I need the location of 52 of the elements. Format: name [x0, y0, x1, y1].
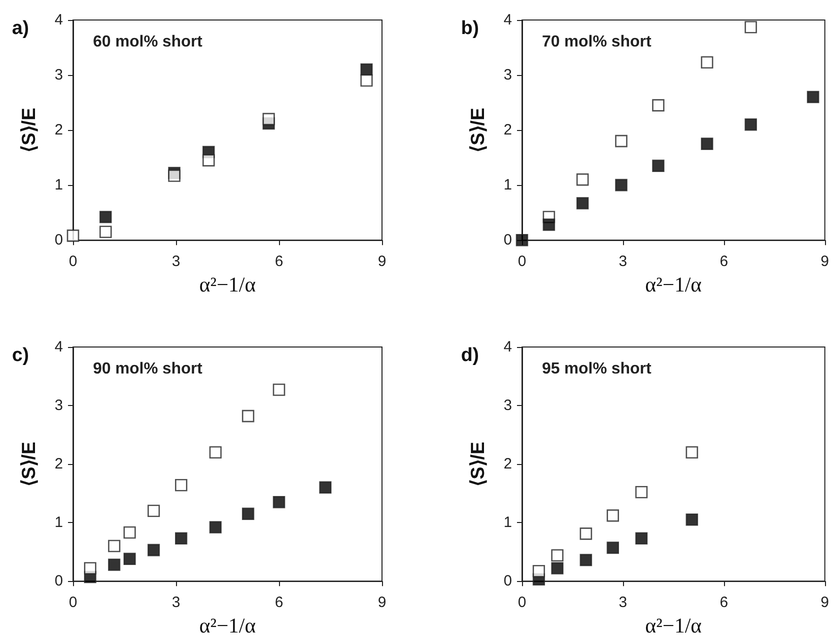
- y-tick-label: 4: [504, 12, 512, 28]
- x-tick-label: 3: [618, 253, 628, 270]
- y-tick-label: 2: [504, 122, 512, 139]
- y-axis-title: ⟨S⟩/E: [19, 442, 40, 486]
- y-tick-label: 4: [54, 12, 63, 28]
- y-tick-label: 0: [54, 232, 63, 249]
- x-tick-label: 9: [820, 594, 829, 612]
- y-tick-label: 1: [504, 176, 512, 194]
- y-tick-label: 1: [504, 514, 512, 532]
- x-axis-title: α²−1/α: [645, 614, 702, 638]
- x-tick-label: 6: [274, 594, 284, 612]
- y-tick-label: 1: [54, 514, 63, 532]
- y-tick-label: 3: [54, 66, 63, 84]
- x-axis-title: α²−1/α: [199, 614, 256, 638]
- chart-title: c): [12, 345, 29, 366]
- x-tick-label: 0: [68, 594, 78, 612]
- annotation: 60 mol% short: [93, 34, 204, 50]
- x-tick-label: 9: [378, 253, 386, 270]
- x-tick-label: 0: [518, 253, 526, 270]
- chart-title: d): [461, 345, 479, 366]
- x-tick-label: 9: [378, 594, 386, 612]
- y-tick-label: 3: [504, 66, 512, 84]
- x-tick-label: 9: [820, 253, 829, 270]
- y-tick-label: 3: [504, 397, 512, 414]
- y-tick-label: 2: [54, 456, 63, 473]
- x-tick-label: 3: [172, 253, 180, 270]
- y-tick-label: 4: [504, 338, 512, 356]
- x-tick-label: 6: [274, 253, 284, 270]
- y-axis-title: ⟨S⟩/E: [468, 442, 489, 486]
- annotation: 70 mol% short: [542, 34, 652, 50]
- y-axis-title: ⟨S⟩/E: [468, 108, 489, 152]
- x-tick-label: 6: [720, 253, 728, 270]
- chart-title: a): [12, 18, 29, 39]
- y-tick-label: 2: [54, 122, 63, 139]
- x-tick-label: 6: [720, 594, 728, 612]
- y-axis-title: ⟨S⟩/E: [19, 108, 40, 152]
- x-axis-title: α²−1/α: [199, 272, 256, 296]
- y-tick-label: 0: [504, 572, 512, 590]
- x-tick-label: 0: [68, 253, 78, 270]
- x-tick-label: 3: [618, 594, 628, 612]
- annotation: 95 mol% short: [542, 360, 652, 378]
- x-tick-label: 0: [518, 594, 526, 612]
- y-tick-label: 1: [54, 176, 63, 194]
- x-tick-label: 3: [172, 594, 180, 612]
- y-tick-label: 0: [54, 572, 63, 590]
- y-tick-label: 3: [54, 397, 63, 414]
- annotation: 90 mol% short: [93, 360, 204, 378]
- chart-title: b): [461, 18, 479, 39]
- y-tick-label: 0: [504, 232, 512, 249]
- y-tick-label: 4: [54, 338, 63, 356]
- y-tick-label: 2: [504, 456, 512, 473]
- x-axis-title: α²−1/α: [645, 272, 702, 296]
